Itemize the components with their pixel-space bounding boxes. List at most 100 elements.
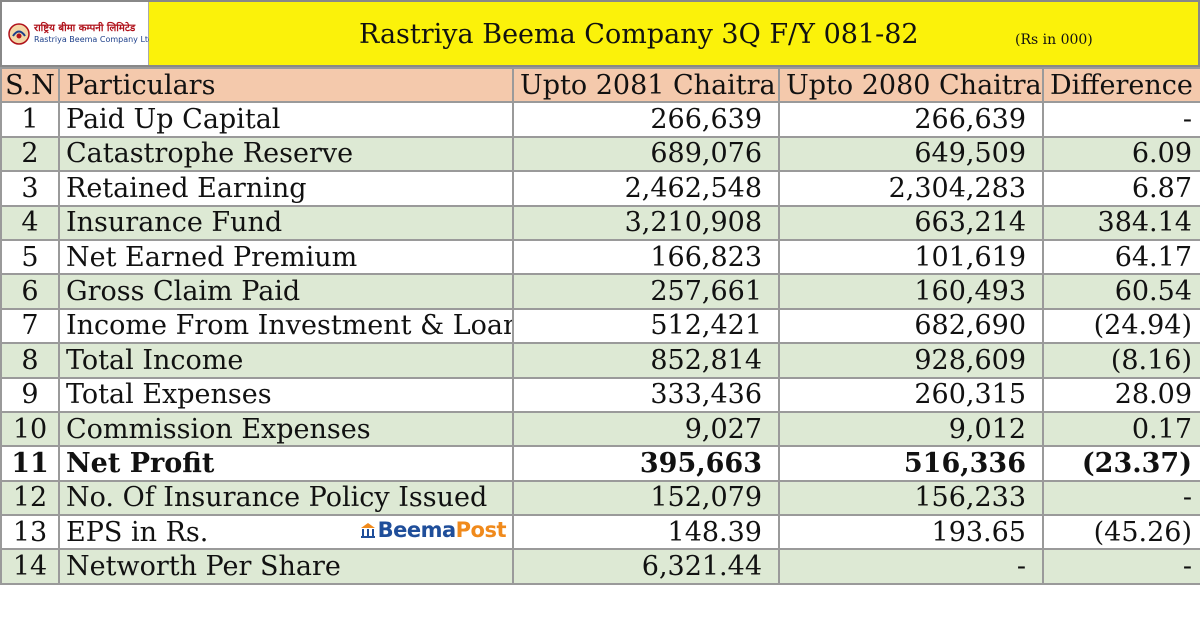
cell-sn: 5 <box>0 238 60 276</box>
cell-particular: Total Expenses <box>58 376 514 413</box>
cell-difference: (45.26) <box>1042 514 1200 551</box>
table-row: 4 Insurance Fund 3,210,908 663,214 384.14 <box>0 204 1200 241</box>
table-row: 7 Income From Investment & Loan 512,421 682… <box>0 307 1200 345</box>
cell-upto-2081: 148.39 <box>512 514 780 551</box>
table-row: 14 Networth Per Share 6,321.44- - <box>0 548 1200 585</box>
column-header-particulars: Particulars <box>58 66 514 104</box>
table-row: 1 Paid Up Capital 266,639 266,639- <box>0 101 1200 138</box>
cell-sn: 4 <box>0 204 60 241</box>
cell-difference: 28.09 <box>1042 376 1200 413</box>
beemapost-watermark: BeemaPost <box>360 518 507 543</box>
cell-sn: 3 <box>0 170 60 207</box>
cell-sn: 1 <box>0 101 60 138</box>
report-title: Rastriya Beema Company 3Q F/Y 081-82 <box>359 19 919 50</box>
cell-difference: 64.17 <box>1042 238 1200 276</box>
cell-sn: 9 <box>0 376 60 413</box>
cell-particular: Insurance Fund <box>58 204 514 241</box>
cell-upto-2080: 156,233 <box>778 479 1044 517</box>
cell-upto-2081: 333,436 <box>512 376 780 413</box>
cell-upto-2081: 6,321.44 <box>512 548 780 585</box>
cell-upto-2080: 2,304,283 <box>778 170 1044 207</box>
cell-upto-2080: 649,509 <box>778 135 1044 173</box>
cell-particular: Gross Claim Paid <box>58 273 514 310</box>
column-header-current: Upto 2081 Chaitra <box>512 66 780 104</box>
cell-upto-2080: - <box>778 548 1044 585</box>
cell-particular: Income From Investment & Loan <box>58 307 514 345</box>
cell-particular: Catastrophe Reserve <box>58 135 514 173</box>
cell-difference: (23.37) <box>1042 445 1200 482</box>
company-logo: राष्ट्रिय बीमा कम्पनी लिमिटेड Rastriya B… <box>2 2 156 65</box>
cell-particular: Net Profit <box>58 445 514 482</box>
cell-upto-2081: 152,079 <box>512 479 780 517</box>
cell-upto-2081: 2,462,548 <box>512 170 780 207</box>
cell-upto-2081: 9,027 <box>512 410 780 448</box>
cell-sn: 10 <box>0 410 60 448</box>
column-header-difference: Difference <box>1042 66 1200 104</box>
column-header-previous: Upto 2080 Chaitra <box>778 66 1044 104</box>
cell-difference: (8.16) <box>1042 342 1200 379</box>
table-header-row: S.N Particulars Upto 2081 Chaitra Upto 2… <box>0 66 1200 104</box>
cell-upto-2081: 852,814 <box>512 342 780 379</box>
cell-sn: 12 <box>0 479 60 517</box>
logo-english-text: Rastriya Beema Company Ltd. <box>34 34 156 44</box>
cell-sn: 8 <box>0 342 60 379</box>
cell-upto-2080: 266,639 <box>778 101 1044 138</box>
cell-difference: (24.94) <box>1042 307 1200 345</box>
cell-particular: Commission Expenses <box>58 410 514 448</box>
logo-nepali-text: राष्ट्रिय बीमा कम्पनी लिमिटेड <box>34 22 136 34</box>
particular-label: EPS in Rs. <box>66 516 209 548</box>
cell-upto-2081: 3,210,908 <box>512 204 780 241</box>
cell-particular: No. Of Insurance Policy Issued <box>58 479 514 517</box>
cell-upto-2080: 101,619 <box>778 238 1044 276</box>
cell-upto-2081: 166,823 <box>512 238 780 276</box>
table-row: 9 Total Expenses 333,436 260,315 28.09 <box>0 376 1200 413</box>
cell-sn: 6 <box>0 273 60 310</box>
cell-upto-2081: 257,661 <box>512 273 780 310</box>
cell-upto-2081: 395,663 <box>512 445 780 482</box>
cell-difference: - <box>1042 548 1200 585</box>
cell-upto-2080: 516,336 <box>778 445 1044 482</box>
cell-upto-2081: 266,639 <box>512 101 780 138</box>
cell-difference: 0.17 <box>1042 410 1200 448</box>
table-row: 6 Gross Claim Paid 257,661 160,493 60.54 <box>0 273 1200 310</box>
building-icon <box>360 523 375 539</box>
table-row: 13 EPS in Rs. BeemaPost 148.39 193.65 (45.26) <box>0 514 1200 551</box>
cell-upto-2080: 260,315 <box>778 376 1044 413</box>
cell-particular: Paid Up Capital <box>58 101 514 138</box>
cell-sn: 11 <box>0 445 60 482</box>
cell-upto-2080: 9,012 <box>778 410 1044 448</box>
cell-difference: - <box>1042 479 1200 517</box>
table-row: 10 Commission Expenses 9,027 9,012 0.17 <box>0 410 1200 448</box>
cell-upto-2081: 512,421 <box>512 307 780 345</box>
table-row: 12 No. Of Insurance Policy Issued 152,079 1… <box>0 479 1200 517</box>
cell-sn: 2 <box>0 135 60 173</box>
cell-sn: 13 <box>0 514 60 551</box>
table-row: 11 Net Profit 395,663 516,336 (23.37) <box>0 445 1200 482</box>
company-emblem-icon <box>8 22 30 45</box>
financial-table: S.N Particulars Upto 2081 Chaitra Upto 2… <box>0 66 1200 585</box>
watermark-post: Post <box>455 518 507 543</box>
unit-note: (Rs in 000) <box>1015 32 1093 48</box>
cell-upto-2080: 682,690 <box>778 307 1044 345</box>
watermark-beema: Beema <box>377 518 457 543</box>
cell-upto-2080: 160,493 <box>778 273 1044 310</box>
cell-difference: 6.09 <box>1042 135 1200 173</box>
cell-difference: - <box>1042 101 1200 138</box>
table-row: 3 Retained Earning 2,462,548 2,304,283 6.87 <box>0 170 1200 207</box>
cell-particular: Net Earned Premium <box>58 238 514 276</box>
cell-difference: 60.54 <box>1042 273 1200 310</box>
cell-upto-2080: 193.65 <box>778 514 1044 551</box>
cell-difference: 384.14 <box>1042 204 1200 241</box>
cell-particular: Networth Per Share <box>58 548 514 585</box>
cell-sn: 14 <box>0 548 60 585</box>
table-row: 2 Catastrophe Reserve 689,076 649,509 6.09 <box>0 135 1200 173</box>
cell-sn: 7 <box>0 307 60 345</box>
title-cell: Rastriya Beema Company 3Q F/Y 081-82 (Rs… <box>149 2 1198 65</box>
cell-particular: Total Income <box>58 342 514 379</box>
cell-upto-2080: 928,609 <box>778 342 1044 379</box>
cell-upto-2080: 663,214 <box>778 204 1044 241</box>
cell-difference: 6.87 <box>1042 170 1200 207</box>
cell-upto-2081: 689,076 <box>512 135 780 173</box>
cell-particular: Retained Earning <box>58 170 514 207</box>
